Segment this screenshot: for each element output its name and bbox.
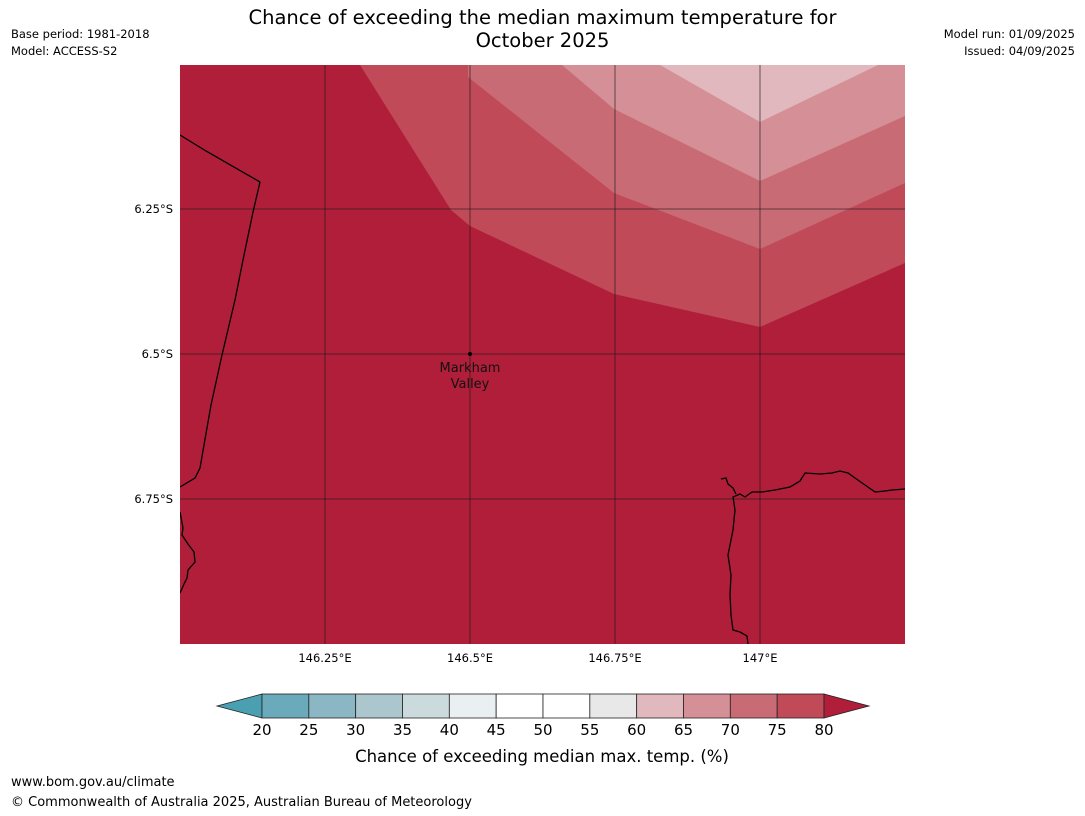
colorbar-tick-label: 75 xyxy=(768,721,787,739)
coastline-east-bay xyxy=(720,477,737,495)
colorbar-segment xyxy=(542,693,591,719)
band-60-65 xyxy=(660,65,878,122)
colorbar-segment xyxy=(308,693,357,719)
place-marker: Markham Valley xyxy=(440,352,501,392)
colorbar-tick-label: 50 xyxy=(533,721,552,739)
base-period: Base period: 1981-2018 xyxy=(11,27,150,41)
colorbar-tick-label: 20 xyxy=(252,721,271,739)
meta-left: Base period: 1981-2018 Model: ACCESS-S2 xyxy=(11,26,150,60)
colorbar-segment xyxy=(448,693,497,719)
lat-label-6-75: 6.75°S xyxy=(134,492,173,506)
footer-url: www.bom.gov.au/climate xyxy=(11,775,175,790)
colorbar-segment xyxy=(683,693,731,719)
lat-tick-labels: 6.25°S 6.5°S 6.75°S xyxy=(134,202,173,506)
colorbar-tick-labels: 20 25 30 35 40 45 50 55 60 65 70 75 80 xyxy=(252,721,833,739)
colorbar-tick-label: 30 xyxy=(346,721,365,739)
colorbar-tick-label: 60 xyxy=(627,721,646,739)
map-panel: Markham Valley xyxy=(180,65,905,644)
lat-label-6-5: 6.5°S xyxy=(142,347,173,361)
colorbar-tick-label: 80 xyxy=(814,721,833,739)
colorbar-tick-label: 25 xyxy=(299,721,318,739)
colorbar xyxy=(215,693,871,719)
colorbar-label: Chance of exceeding median max. temp. (%… xyxy=(355,747,729,766)
colorbar-tick-label: 65 xyxy=(674,721,693,739)
colorbar-segment xyxy=(776,693,825,719)
colorbar-segment xyxy=(355,693,403,719)
border-line-west xyxy=(180,181,261,488)
model-run: Model run: 01/09/2025 xyxy=(943,27,1075,41)
model-name: Model: ACCESS-S2 xyxy=(11,44,118,58)
colorbar-segment xyxy=(589,693,638,719)
footer-copyright: © Commonwealth of Australia 2025, Austra… xyxy=(11,795,472,810)
colorbar-extend-low xyxy=(215,693,263,719)
chart-title: Chance of exceeding the median maximum t… xyxy=(200,6,885,52)
colorbar-tick-label: 40 xyxy=(440,721,459,739)
lon-label-147: 147°E xyxy=(743,651,778,665)
lon-label-146-5: 146.5°E xyxy=(447,651,493,665)
colorbar-extend-high xyxy=(823,693,871,719)
place-label-line-1: Markham xyxy=(440,361,501,376)
coastline-east xyxy=(727,470,905,644)
colorbar-segment xyxy=(636,693,684,719)
colorbar-tick-label: 45 xyxy=(487,721,506,739)
colorbar-segment xyxy=(729,693,778,719)
border-line-northwest xyxy=(180,134,261,183)
lon-tick-labels: 146.25°E 146.5°E 146.75°E 147°E xyxy=(298,651,777,665)
boundaries xyxy=(180,134,905,644)
colorbar-segment xyxy=(402,693,450,719)
title-line-2: October 2025 xyxy=(475,29,610,52)
issued-date: Issued: 04/09/2025 xyxy=(964,44,1075,58)
colorbar-segment xyxy=(261,693,310,719)
lat-label-6-25: 6.25°S xyxy=(134,202,173,216)
lon-label-146-75: 146.75°E xyxy=(588,651,641,665)
colorbar-tick-label: 70 xyxy=(721,721,740,739)
colorbar-tick-label: 35 xyxy=(393,721,412,739)
band-65-70 xyxy=(562,65,905,181)
place-label-line-2: Valley xyxy=(451,377,490,392)
colorbar-segment xyxy=(495,693,544,719)
colorbar-tick-label: 55 xyxy=(580,721,599,739)
coastline-southwest xyxy=(180,511,196,594)
gridlines xyxy=(180,65,905,644)
meta-right: Model run: 01/09/2025 Issued: 04/09/2025 xyxy=(944,26,1075,60)
lon-label-146-25: 146.25°E xyxy=(298,651,351,665)
markham-valley-point xyxy=(468,352,472,356)
title-line-1: Chance of exceeding the median maximum t… xyxy=(248,6,837,29)
